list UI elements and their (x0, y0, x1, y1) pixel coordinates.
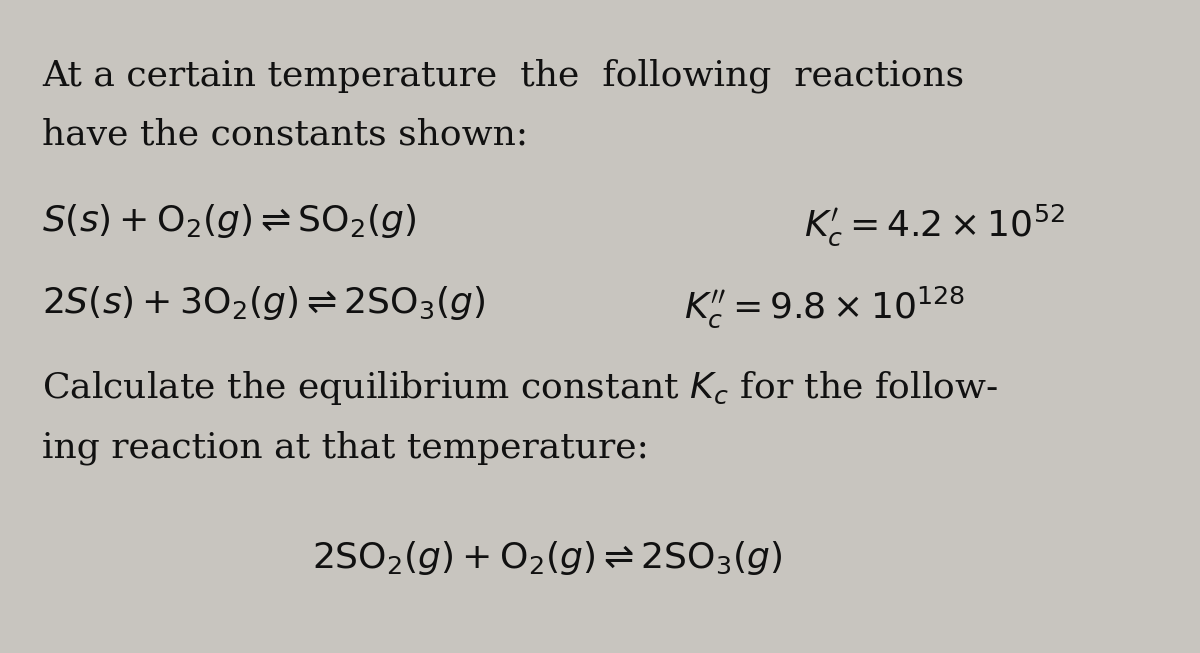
Text: $\mathit{K}^{\prime\prime}_{\mathit{c}} = 9.8 \times 10^{128}$: $\mathit{K}^{\prime\prime}_{\mathit{c}} … (684, 284, 965, 330)
Text: $2\mathit{S}(\mathit{s}) + 3\mathrm{O_2}(\mathit{g}) \rightleftharpoons 2\mathrm: $2\mathit{S}(\mathit{s}) + 3\mathrm{O_2}… (42, 284, 485, 322)
Text: have the constants shown:: have the constants shown: (42, 118, 528, 151)
Text: Calculate the equilibrium constant $\mathit{K_c}$ for the follow-: Calculate the equilibrium constant $\mat… (42, 369, 998, 407)
Text: $\mathit{S}(\mathit{s}) + \mathrm{O_2}(\mathit{g}) \rightleftharpoons \mathrm{SO: $\mathit{S}(\mathit{s}) + \mathrm{O_2}(\… (42, 202, 416, 240)
Text: At a certain temperature  the  following  reactions: At a certain temperature the following r… (42, 59, 964, 93)
Text: $2\mathrm{SO_2}(\mathit{g}) + \mathrm{O_2}(\mathit{g}) \rightleftharpoons 2\math: $2\mathrm{SO_2}(\mathit{g}) + \mathrm{O_… (312, 539, 782, 577)
Text: ing reaction at that temperature:: ing reaction at that temperature: (42, 431, 649, 466)
Text: $\mathit{K}^{\prime}_{\mathit{c}} = 4.2 \times 10^{52}$: $\mathit{K}^{\prime}_{\mathit{c}} = 4.2 … (804, 202, 1064, 248)
